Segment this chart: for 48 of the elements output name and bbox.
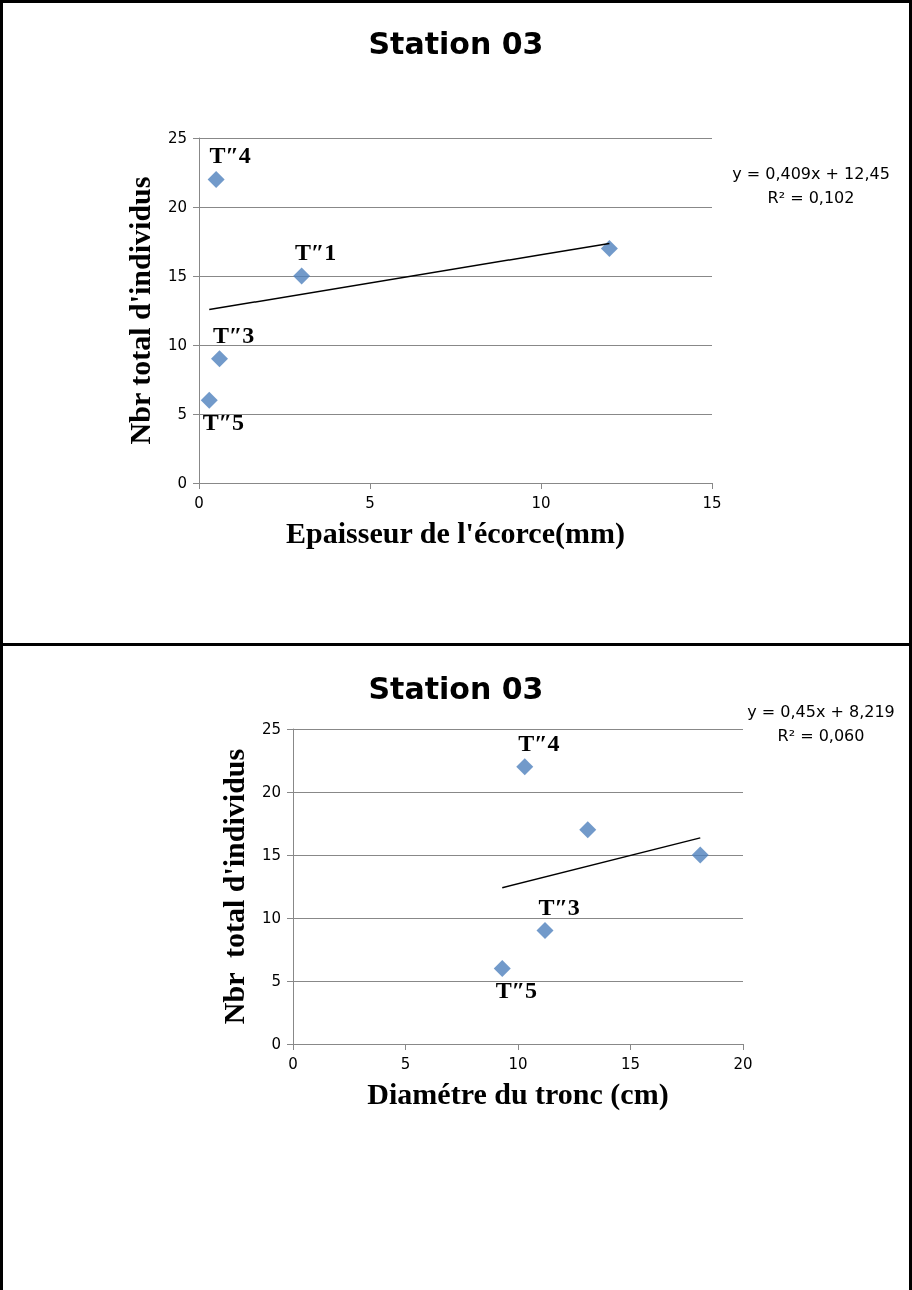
point <box>293 267 311 285</box>
x-tick-label: 15 <box>702 493 722 512</box>
y-tick-label: 25 <box>261 720 281 738</box>
text: y = 0,409x + 12,45 <box>732 163 890 183</box>
chart-title: Station 03 <box>368 670 544 706</box>
text: R² = 0,060 <box>777 725 865 745</box>
annotation: T″4 <box>518 729 560 756</box>
y-axis-title: Nbr total d'individus <box>216 748 250 1025</box>
y-axis-title: Nbr total d'individus <box>122 176 156 445</box>
y-tick-label: 5 <box>271 972 281 990</box>
point <box>600 239 618 257</box>
x-tick-label: 10 <box>531 493 551 512</box>
y-tick-label: 0 <box>177 474 187 492</box>
point <box>207 170 225 188</box>
x-axis-title: Diamétre du tronc (cm) <box>367 1076 669 1111</box>
text: R² = 0,102 <box>767 187 855 207</box>
x-tick-label: 5 <box>365 493 375 512</box>
annotation: T″1 <box>294 239 337 265</box>
annotation: T″3 <box>538 893 580 920</box>
chart-title: Station 03 <box>368 25 544 61</box>
x-tick-label: 5 <box>400 1054 411 1073</box>
annotation: T″5 <box>202 409 244 436</box>
point <box>211 350 229 368</box>
x-tick-label: 0 <box>194 493 204 512</box>
y-tick-label: 25 <box>167 129 187 147</box>
point <box>579 821 597 839</box>
x-axis-title: Epaisseur de l'écorce(mm) <box>286 515 625 550</box>
point <box>200 391 218 409</box>
annotation: T″5 <box>495 977 537 1004</box>
y-tick-label: 20 <box>167 198 187 216</box>
y-tick-label: 15 <box>261 846 281 864</box>
x-tick-label: 15 <box>620 1054 641 1073</box>
annotation: T″3 <box>212 321 255 348</box>
y-tick-label: 0 <box>271 1035 281 1053</box>
annotation: T″4 <box>209 142 251 169</box>
y-tick-label: 5 <box>177 405 187 423</box>
point <box>691 846 709 864</box>
point <box>536 922 554 940</box>
point <box>516 758 534 776</box>
text: y = 0,45x + 8,219 <box>747 701 895 721</box>
y-tick-label: 10 <box>167 336 187 354</box>
x-tick-label: 10 <box>508 1054 528 1073</box>
point <box>493 959 511 977</box>
y-tick-label: 20 <box>261 783 281 801</box>
x-tick-label: 0 <box>288 1054 298 1073</box>
y-tick-label: 10 <box>261 909 281 927</box>
x-tick-label: 20 <box>733 1054 753 1073</box>
y-tick-label: 15 <box>167 267 187 285</box>
